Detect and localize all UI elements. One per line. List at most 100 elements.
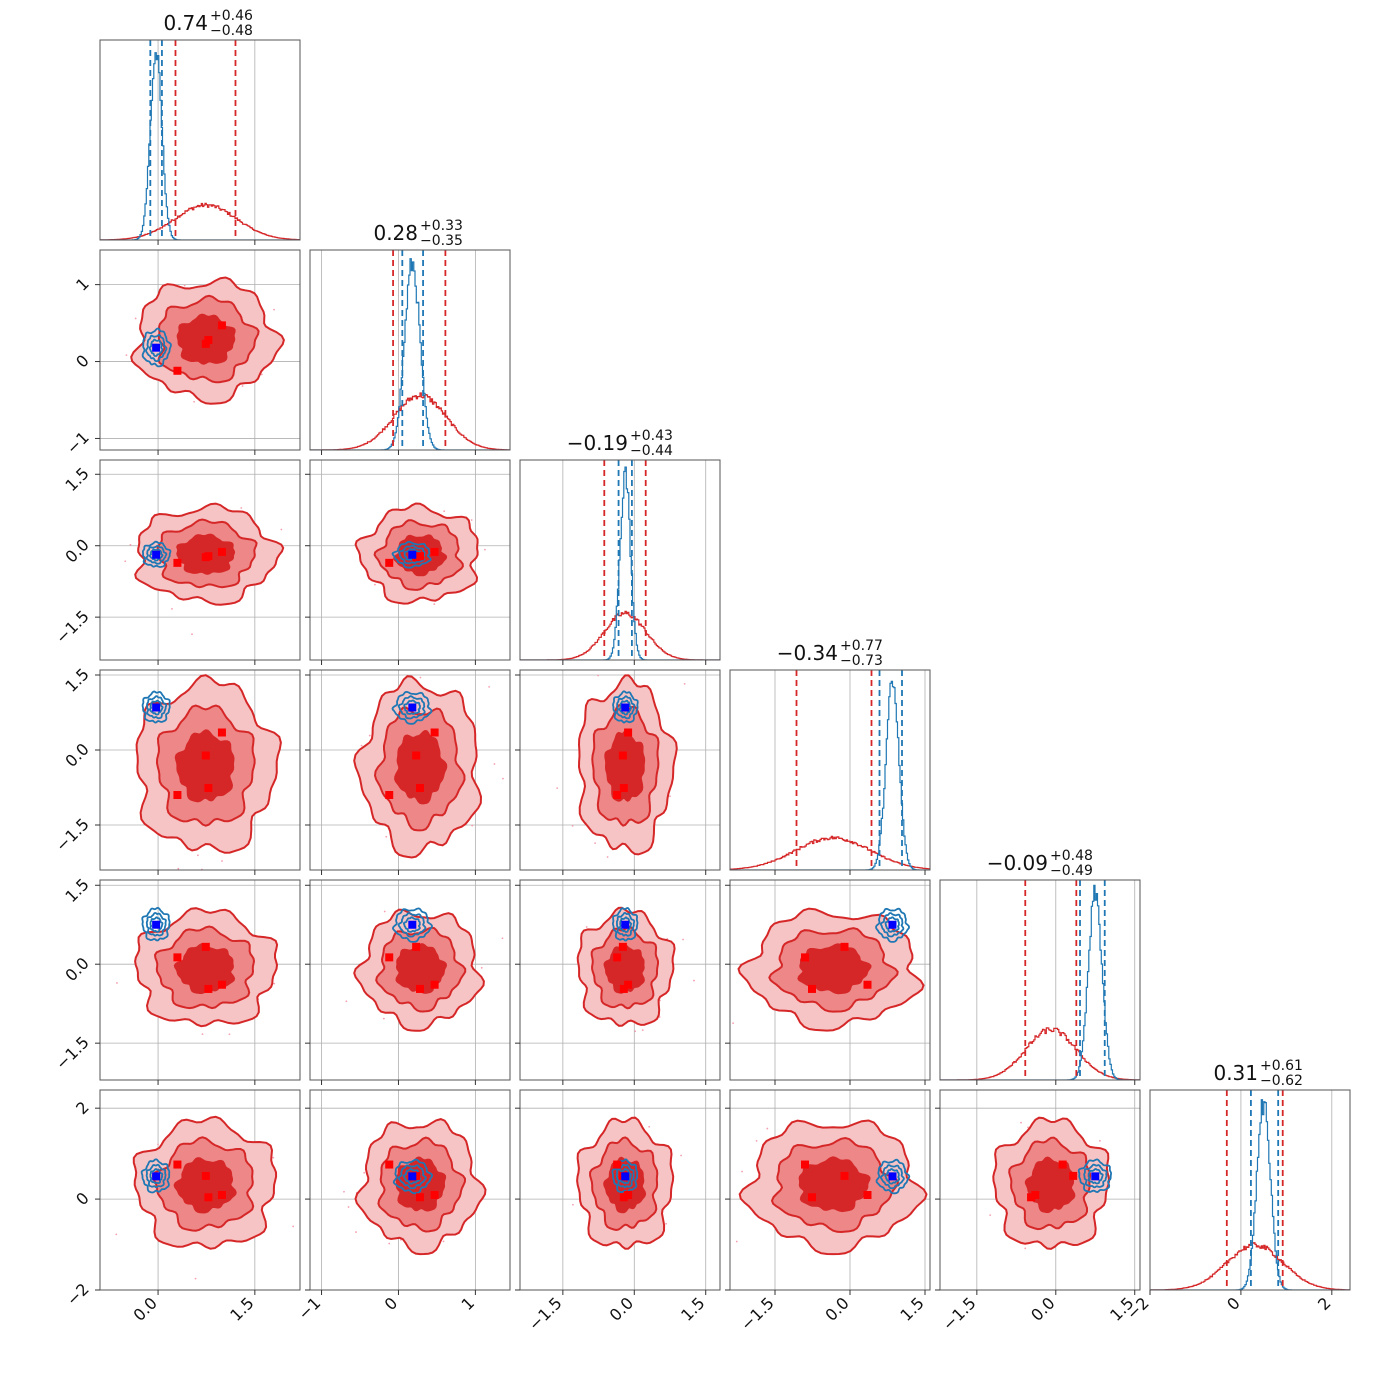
sample-point (1024, 1247, 1027, 1250)
sample-point (442, 1240, 445, 1243)
x-tick-label: 0 (1223, 1293, 1244, 1314)
sample-point (183, 284, 186, 287)
blue-histogram (1150, 1099, 1350, 1290)
panel-5-2: −1.5 0.0 1.5 (515, 1089, 721, 1334)
sample-point (360, 744, 363, 747)
y-tick-label: 1.5 (61, 875, 92, 906)
sample-point (571, 824, 574, 827)
red-marker (416, 784, 424, 792)
blue-contour (879, 912, 905, 938)
panel-frame (309, 669, 511, 871)
panel-content (310, 880, 510, 1080)
panel-3-0: −1.5 0.0 1.5 (52, 664, 301, 875)
blue-contour (875, 1158, 911, 1195)
x-tick-label: 0.0 (606, 1293, 637, 1324)
panel-1-1 (309, 249, 511, 455)
panel-2-1 (305, 459, 511, 665)
title-plus: +0.61 (1260, 1058, 1303, 1074)
red-contour-inner (603, 1156, 647, 1214)
panel-frame (309, 459, 511, 661)
blue-contour (1077, 1158, 1113, 1194)
panel-content (100, 250, 300, 450)
sample-point (669, 795, 671, 798)
red-marker (1069, 1171, 1078, 1180)
blue-marker (152, 343, 161, 352)
sample-point (484, 548, 486, 551)
panel-2-0: −1.5 0.0 1.5 (52, 459, 301, 665)
panel-2-2 (519, 459, 721, 665)
title-plus: +0.48 (1050, 848, 1093, 864)
red-marker (618, 942, 627, 951)
y-tick-label: −1 (63, 428, 93, 458)
panel-content (520, 1090, 720, 1290)
panel-frame (939, 879, 1141, 1081)
sample-point (272, 1156, 275, 1159)
sample-point (193, 400, 196, 403)
panel-frame (519, 669, 721, 871)
sample-point (693, 979, 695, 982)
red-histogram (940, 1027, 1140, 1080)
y-tick-label: −1.5 (52, 1033, 93, 1074)
red-marker (416, 1193, 424, 1202)
panel-frame (99, 669, 301, 871)
red-marker (201, 751, 210, 760)
panel-content (310, 250, 510, 450)
sample-point (355, 1231, 357, 1233)
panel-frame (729, 879, 931, 1081)
red-marker (385, 558, 394, 567)
sample-point (125, 354, 128, 357)
blue-histogram (730, 680, 930, 870)
blue-contour (403, 699, 421, 715)
sample-point (228, 1033, 231, 1036)
sample-point (732, 1022, 735, 1024)
sample-point (388, 1242, 391, 1245)
blue-contour (611, 1158, 639, 1194)
x-tick-label: 2 (1314, 1293, 1335, 1314)
panel-frame (309, 1089, 511, 1291)
red-marker (840, 942, 849, 951)
red-marker (217, 547, 226, 556)
red-marker (385, 791, 394, 799)
panel-0-0 (99, 39, 301, 245)
title-value: −0.19 (567, 431, 628, 455)
sample-point (241, 385, 244, 387)
x-tick-label: −1.5 (737, 1293, 778, 1334)
sample-point (665, 1222, 668, 1225)
blue-marker (408, 1172, 417, 1181)
sample-point (766, 1127, 769, 1130)
red-marker (385, 953, 394, 962)
panel-4-4 (939, 879, 1141, 1085)
red-marker (613, 953, 622, 962)
panel-content (310, 1090, 510, 1290)
panel-content (940, 880, 1140, 1080)
red-marker (173, 366, 182, 375)
blue-contour (884, 916, 900, 933)
y-tick-label: 1 (72, 274, 93, 295)
sample-point (493, 763, 496, 765)
panel-content (730, 670, 930, 870)
y-tick-label: 1.5 (61, 464, 92, 495)
panel-content (100, 1090, 300, 1290)
blue-marker (408, 920, 417, 929)
red-marker (613, 791, 622, 799)
sample-point (368, 734, 371, 737)
blue-contour (884, 1168, 901, 1185)
panel-content (520, 460, 720, 660)
blue-contour (141, 327, 172, 368)
sample-point (741, 1170, 743, 1173)
sample-point (634, 1030, 637, 1033)
blue-contour (1083, 1163, 1108, 1189)
sample-point (347, 1206, 350, 1208)
red-marker (201, 553, 210, 562)
sample-point (273, 982, 276, 985)
red-histogram (730, 835, 930, 870)
title-plus: +0.33 (420, 218, 463, 234)
sample-point (989, 1214, 992, 1217)
blue-contour (879, 1164, 905, 1190)
sample-point (134, 317, 137, 320)
x-tick-label: −1.5 (525, 1293, 566, 1334)
red-marker (173, 791, 182, 799)
sample-point (194, 1277, 197, 1280)
panel-content (100, 40, 300, 240)
